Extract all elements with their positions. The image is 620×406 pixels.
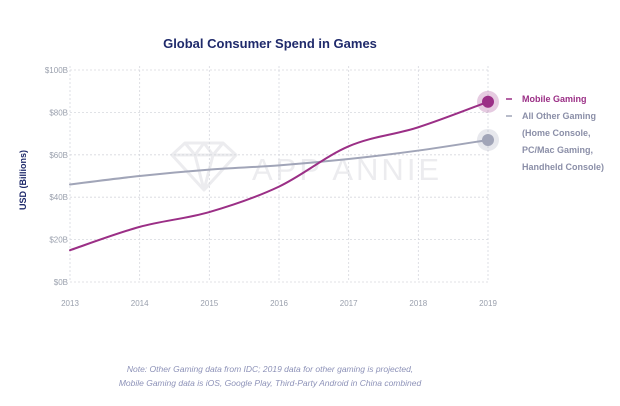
y-tick-label: $20B: [49, 236, 68, 245]
chart-note: Note: Other Gaming data from IDC; 2019 d…: [0, 362, 540, 390]
endpoint-dot: [482, 95, 494, 108]
endpoint-dot: [482, 133, 494, 146]
y-tick-label: $100B: [45, 66, 68, 75]
watermark-text: APP ANNIE: [252, 152, 442, 187]
legend-label: All Other Gaming: [522, 111, 596, 121]
x-tick-label: 2016: [270, 299, 288, 308]
legend-label: Handheld Console): [522, 162, 604, 172]
x-tick-label: 2014: [131, 299, 149, 308]
x-ticks: 2013 2014 2015 2016 2017 2018 2019: [61, 299, 497, 308]
series-lines: [69, 100, 489, 252]
x-tick-label: 2017: [340, 299, 358, 308]
watermark-diamond-icon: [170, 141, 238, 192]
y-tick-label: $80B: [49, 108, 68, 117]
legend: Mobile Gaming All Other Gaming (Home Conso…: [506, 94, 604, 172]
series-line: [69, 138, 489, 186]
y-tick-label: $0B: [54, 278, 68, 287]
x-tick-label: 2018: [409, 299, 427, 308]
y-tick-label: $40B: [49, 193, 68, 202]
legend-label: (Home Console,: [522, 128, 591, 138]
y-tick-label: $60B: [49, 151, 68, 160]
note-line-1: Note: Other Gaming data from IDC; 2019 d…: [126, 364, 414, 374]
y-ticks: $0B $20B $40B $60B $80B $100B: [45, 66, 68, 287]
legend-label: PC/Mac Gaming,: [522, 145, 593, 155]
legend-label: Mobile Gaming: [522, 94, 587, 104]
note-line-2: Mobile Gaming data is iOS, Google Play, …: [118, 378, 422, 388]
x-tick-label: 2013: [61, 299, 79, 308]
chart-title: Global Consumer Spend in Games: [163, 36, 377, 51]
x-tick-label: 2015: [200, 299, 218, 308]
series-endpoints: [477, 90, 499, 151]
watermark: APP ANNIE: [170, 141, 442, 192]
x-tick-label: 2019: [479, 299, 497, 308]
series-line: [69, 100, 489, 252]
